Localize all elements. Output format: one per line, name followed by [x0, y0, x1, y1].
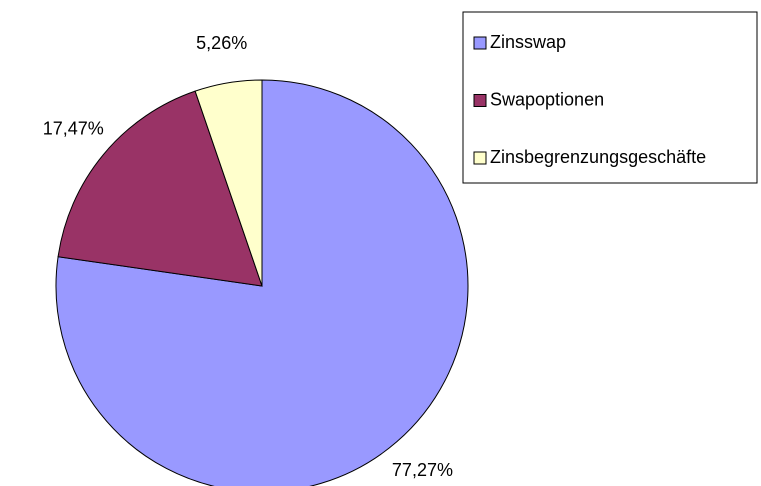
pie-slice: [57, 90, 263, 287]
data-label: 5,26%: [196, 33, 247, 53]
data-label: 77,27%: [392, 460, 453, 480]
legend-label: Zinsbegrenzungsgeschäfte: [490, 147, 706, 167]
legend-box: [462, 11, 758, 184]
legend-label: Zinsswap: [490, 32, 566, 52]
data-label: 17,47%: [43, 119, 104, 139]
pie-slice: [194, 79, 263, 287]
legend-swatch: [473, 36, 487, 50]
legend-swatch: [473, 94, 487, 107]
legend-label: Swapoptionen: [490, 89, 604, 109]
legend-swatch: [473, 151, 487, 165]
